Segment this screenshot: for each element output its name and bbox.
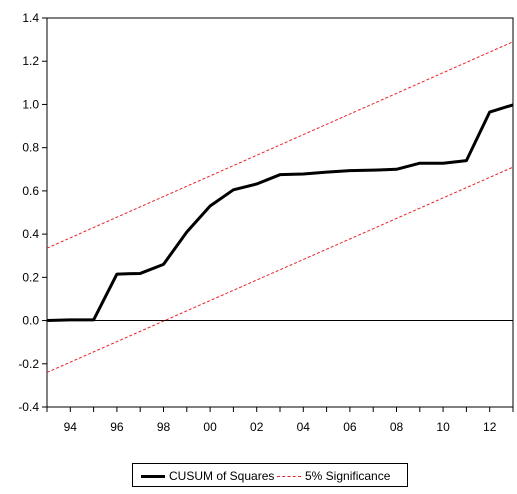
legend-label-cusum: CUSUM of Squares [169,469,275,483]
y-tick-label: 1.4 [22,11,39,25]
y-tick-label: 0.4 [22,227,39,241]
y-tick-label: -0.2 [18,357,39,371]
y-tick-label: 1.2 [22,54,39,68]
x-tick-label: 94 [64,420,78,434]
y-tick-label: 0.2 [22,270,39,284]
y-tick-label: 0.0 [22,314,39,328]
x-tick-label: 06 [343,420,357,434]
x-tick-label: 12 [483,420,497,434]
y-tick-label: 1.0 [22,97,39,111]
legend-item-significance: 5% Significance [277,468,390,484]
y-tick-label: 0.8 [22,141,39,155]
x-tick-label: 00 [203,420,217,434]
x-tick-label: 96 [110,420,124,434]
x-tick-label: 04 [297,420,311,434]
series-cusum-of-squares [46,103,514,323]
legend-swatch-significance [277,475,301,477]
x-tick-label: 10 [436,420,450,434]
series-upper-5pct-bound [46,41,514,249]
cusum-chart: -0.4 -0.2 0.0 0.2 0.4 0.6 0.8 1.0 1.2 1.4 94 96 98 0… [18,11,514,434]
plot-frame [46,17,514,408]
legend-label-significance: 5% Significance [305,469,391,483]
x-tick-label: 08 [390,420,404,434]
legend-item-cusum: CUSUM of Squares [141,468,274,484]
y-tick-label: 0.6 [22,184,39,198]
x-tick-label: 98 [157,420,171,434]
legend-swatch-cusum [141,474,165,478]
legend: CUSUM of Squares 5% Significance [132,463,408,487]
x-tick-label: 02 [250,420,264,434]
y-tick-label: -0.4 [18,400,39,414]
series-lower-5pct-bound [46,166,514,373]
